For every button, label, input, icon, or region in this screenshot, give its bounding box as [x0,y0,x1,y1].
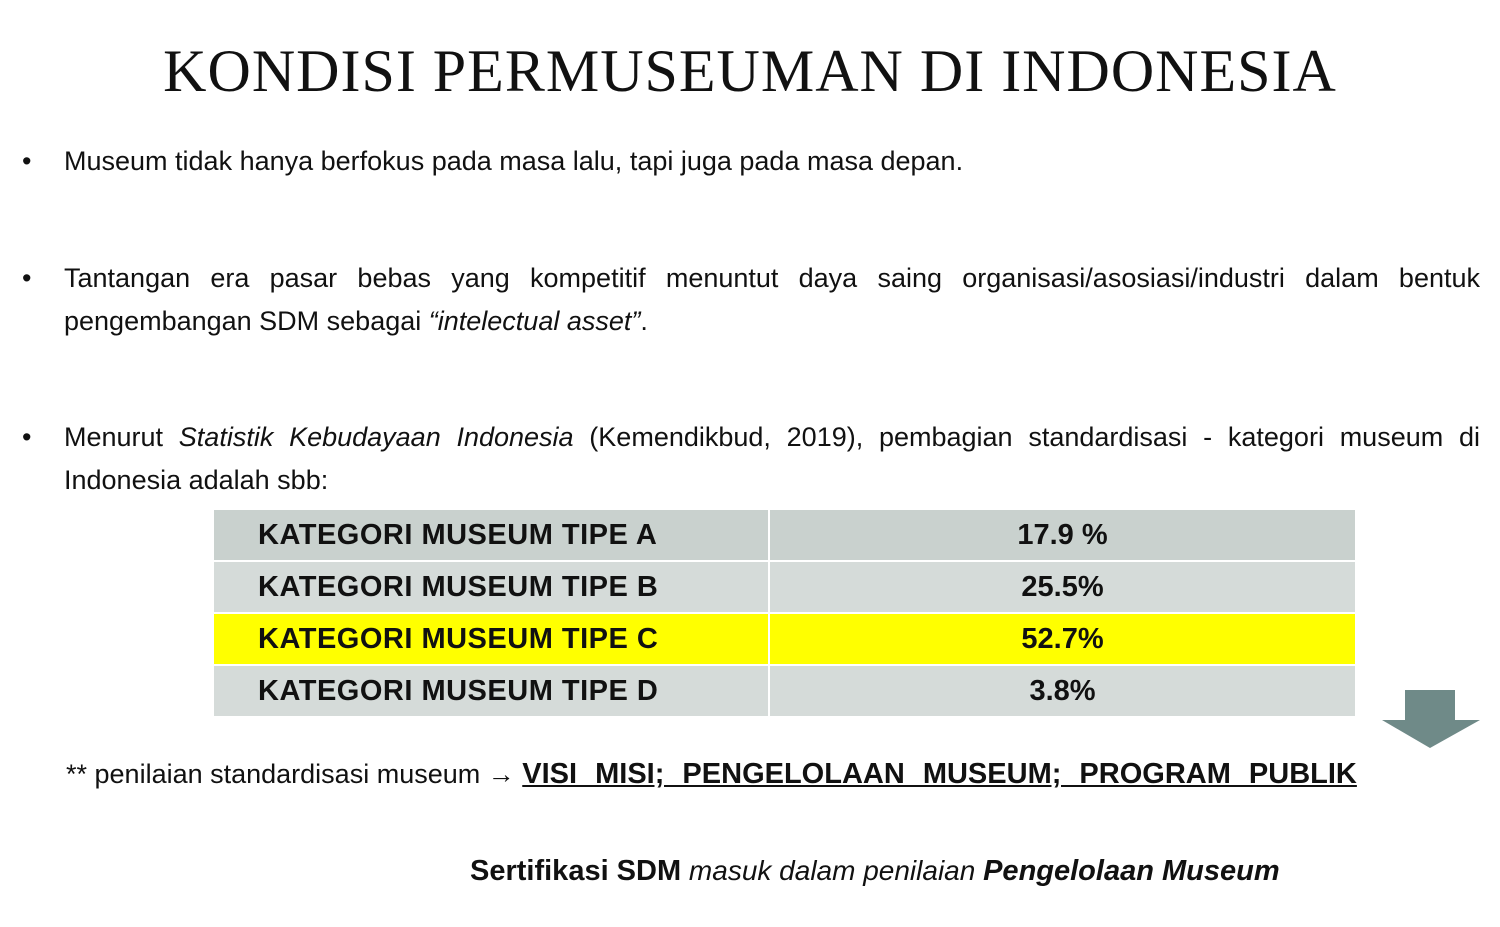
standardization-note: ** penilaian standardisasi museum → VISI… [22,752,1480,796]
cert-bold: Sertifikasi SDM [470,855,682,887]
bullet-1: • Museum tidak hanya berfokus pada masa … [22,140,1480,183]
down-arrow-icon [1382,690,1480,748]
museum-category-table: KATEGORI MUSEUM TIPE A 17.9 % KATEGORI MU… [212,508,1357,718]
bullet-dot: • [22,422,32,452]
bullet-italic: Statistik Kebudayaan Indonesia [178,422,574,452]
bullet-pre: Menurut [64,422,179,452]
category-cell: KATEGORI MUSEUM TIPE C [212,612,770,666]
bullet-italic: “intelectual asset” [428,306,641,336]
table-row: KATEGORI MUSEUM TIPE D 3.8% [212,664,1357,718]
table-row: KATEGORI MUSEUM TIPE A 17.9 % [212,508,1357,562]
note-stars: ** [66,759,88,789]
certification-note: Sertifikasi SDM masuk dalam penilaian Pe… [470,855,1280,888]
bullet-text: Tantangan era pasar bebas yang kompetiti… [64,263,1480,336]
slide-title: KONDISI PERMUSEUMAN DI INDONESIA [163,38,1337,104]
table-row-highlighted: KATEGORI MUSEUM TIPE C 52.7% [212,612,1357,666]
category-cell: KATEGORI MUSEUM TIPE A [212,508,770,562]
bullet-text: Museum tidak hanya berfokus pada masa la… [64,146,964,176]
bullet-3: • Menurut Statistik Kebudayaan Indonesia… [22,416,1480,502]
cert-bold-italic: Pengelolaan Museum [983,855,1280,887]
assessment-criteria: VISI MISI; PENGELOLAAN MUSEUM; PROGRAM P… [522,758,1357,790]
bullet-end: . [640,306,648,336]
note-text: penilaian standardisasi museum [87,759,488,789]
value-cell: 17.9 % [768,508,1357,562]
bullet-2: • Tantangan era pasar bebas yang kompeti… [22,257,1480,343]
category-cell: KATEGORI MUSEUM TIPE D [212,664,770,718]
bullet-dot: • [22,263,32,293]
table-row: KATEGORI MUSEUM TIPE B 25.5% [212,560,1357,614]
cert-italic: masuk dalam penilaian [681,855,984,886]
bullet-text: (Kemendikbud, 2019), pembagian standardi… [64,422,1480,495]
right-arrow-icon: → [487,759,515,789]
value-cell: 25.5% [768,560,1357,614]
category-cell: KATEGORI MUSEUM TIPE B [212,560,770,614]
value-cell: 52.7% [768,612,1357,666]
bullet-dot: • [22,146,32,176]
value-cell: 3.8% [768,664,1357,718]
